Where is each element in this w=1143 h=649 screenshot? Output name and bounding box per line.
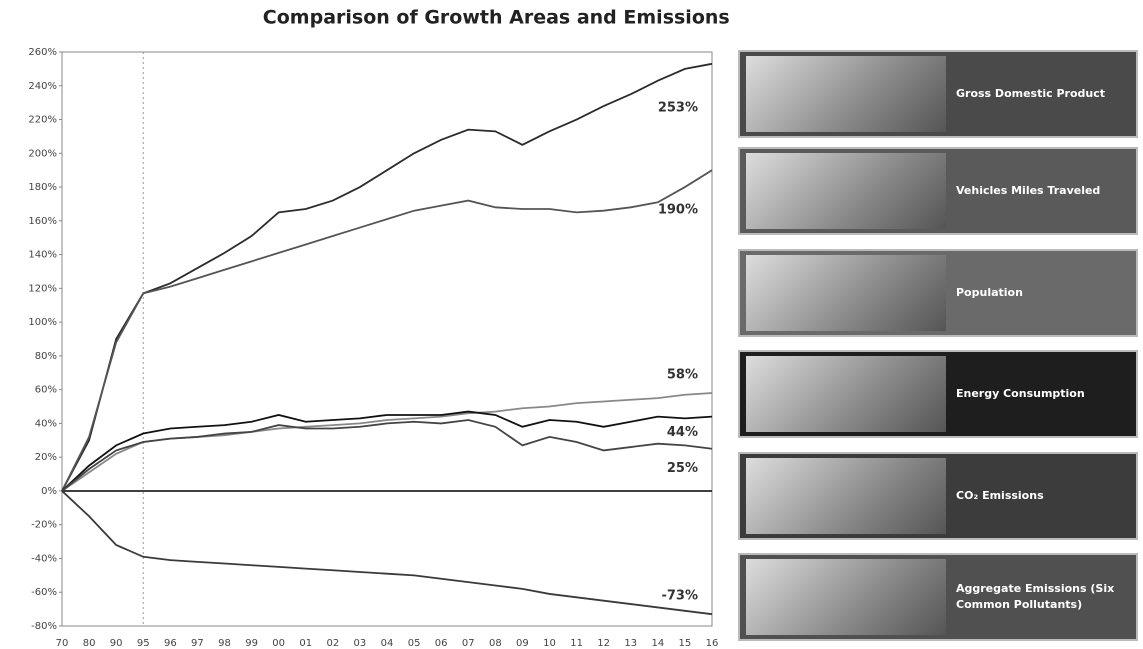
x-tick-label: 14 [651,638,664,649]
legend-photo [746,559,946,635]
x-tick-label: 08 [489,638,502,649]
legend-photo [746,255,946,331]
end-label: -73% [661,589,698,604]
x-tick-label: 80 [83,638,96,649]
x-tick-label: 07 [462,638,475,649]
series-line [62,491,712,614]
end-label: 58% [667,368,698,383]
end-label: 190% [658,203,698,218]
y-tick-label: 200% [28,148,57,159]
x-tick-label: 12 [597,638,610,649]
end-label: 253% [658,100,698,115]
end-label: 25% [667,461,698,476]
y-tick-label: 260% [28,47,57,58]
legend-panel: Population [738,249,1138,337]
y-tick-label: -40% [31,553,57,564]
end-label: 44% [667,425,698,440]
x-tick-label: 05 [408,638,421,649]
x-tick-label: 98 [218,638,231,649]
legend-label: Vehicles Miles Traveled [946,183,1100,199]
series-line [62,170,712,491]
legend-label: Aggregate Emissions (Six Common Pollutan… [946,581,1136,613]
legend-photo [746,153,946,229]
y-tick-label: 40% [35,418,57,429]
y-tick-label: 180% [28,182,57,193]
y-tick-label: 220% [28,115,57,126]
x-tick-label: 99 [245,638,258,649]
y-tick-label: 0% [41,486,57,497]
y-tick-label: 60% [35,385,57,396]
legend-photo [746,458,946,534]
legend-panel: Gross Domestic Product [738,50,1138,138]
plot-frame [62,52,712,626]
x-tick-label: 95 [137,638,150,649]
series-line [62,64,712,491]
y-tick-label: -60% [31,587,57,598]
legend-label: Population [946,285,1023,301]
chart-title: Comparison of Growth Areas and Emissions… [263,7,730,29]
x-tick-label: 00 [272,638,285,649]
legend-photo [746,356,946,432]
y-tick-label: -80% [31,621,57,632]
x-tick-label: 90 [110,638,123,649]
x-tick-label: 16 [706,638,719,649]
legend-photo [746,56,946,132]
legend-panel: Energy Consumption [738,350,1138,438]
x-tick-label: 15 [679,638,692,649]
legend-panel: Aggregate Emissions (Six Common Pollutan… [738,553,1138,641]
x-tick-label: 13 [624,638,637,649]
x-tick-label: 10 [543,638,556,649]
x-tick-label: 97 [191,638,204,649]
page: {"chart_data": {"type": "line", "title":… [0,0,1143,649]
x-tick-label: 09 [516,638,529,649]
x-tick-label: 01 [299,638,312,649]
legend-panel: CO₂ Emissions [738,452,1138,540]
x-tick-label: 70 [56,638,69,649]
legend-label: CO₂ Emissions [946,488,1044,504]
y-tick-label: -20% [31,520,57,531]
y-tick-label: 20% [35,452,57,463]
x-tick-label: 04 [381,638,394,649]
x-tick-label: 02 [326,638,339,649]
legend-label: Energy Consumption [946,386,1085,402]
legend-panel: Vehicles Miles Traveled [738,147,1138,235]
series-line [62,393,712,491]
chart: Comparison of Growth Areas and Emissions… [0,0,730,649]
x-tick-label: 96 [164,638,177,649]
y-tick-label: 160% [28,216,57,227]
x-tick-label: 11 [570,638,583,649]
y-tick-label: 80% [35,351,57,362]
legend-label: Gross Domestic Product [946,86,1105,102]
y-tick-label: 240% [28,81,57,92]
x-tick-label: 03 [354,638,367,649]
x-tick-label: 06 [435,638,448,649]
y-tick-label: 140% [28,250,57,261]
y-tick-label: 120% [28,283,57,294]
y-tick-label: 100% [28,317,57,328]
